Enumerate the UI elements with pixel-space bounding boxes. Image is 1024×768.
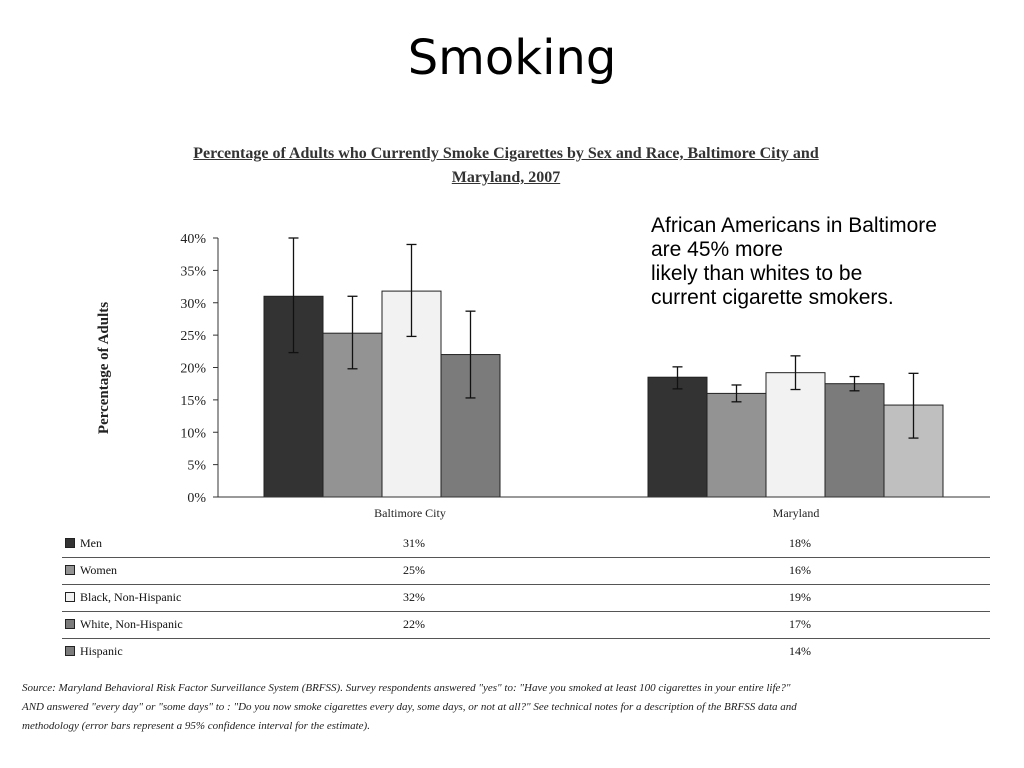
legend-label: Men [80,536,102,550]
x-category-label: Maryland [773,506,820,520]
chart-title: Percentage of Adults who Currently Smoke… [100,142,912,190]
source-line-1: Source: Maryland Behavioral Risk Factor … [22,682,791,694]
bar [824,383,885,498]
table-row: Men 31% 18% [62,531,990,558]
callout-text: African Americans in Baltimore are 45% m… [651,214,1011,310]
table-row: Women 25% 16% [62,558,990,585]
y-tick-label: 25% [180,329,206,344]
legend-label: Hispanic [80,644,123,658]
y-tick-label: 20% [180,362,206,377]
callout-line-3: likely than whites to be [651,262,863,285]
legend-swatch-hispanic [65,646,75,656]
y-tick-label: 10% [180,426,206,441]
legend-label: White, Non-Hispanic [80,617,183,631]
y-tick-label: 15% [180,394,206,409]
y-axis-label: Percentage of Adults [96,302,112,434]
source-line-3: methodology (error bars represent a 95% … [22,720,370,732]
table-cell-maryland: 16% [789,563,811,577]
bars-layer [263,237,944,498]
table-cell-baltimore: 22% [403,617,425,631]
table-cell-baltimore: 32% [403,590,425,604]
slide-title: Smoking [407,30,617,86]
legend-label: Women [80,563,118,577]
bar [647,376,708,498]
axis-layer: 0% 5% 10% 15% 20% 25% 30% 35% 40% Baltimore City M… [180,232,990,520]
legend-swatch-men [65,538,75,548]
table-cell-maryland: 18% [789,536,811,550]
legend-label: Black, Non-Hispanic [80,590,182,604]
y-tick-label: 40% [180,232,206,247]
y-tick-label: 5% [187,459,206,474]
table-row: Hispanic 14% [62,639,990,665]
x-category-label: Baltimore City [374,506,446,520]
table-row: Black, Non-Hispanic 32% 19% [62,585,990,612]
chart-title-line-2: Maryland, 2007 [451,169,561,186]
table-cell-maryland: 14% [789,644,811,658]
callout-line-4: current cigarette smokers. [651,286,894,309]
legend-swatch-white [65,619,75,629]
bar [706,392,767,498]
table-cell-maryland: 17% [789,617,811,631]
table-cell-baltimore: 25% [403,563,425,577]
bar [765,372,826,498]
legend-swatch-women [65,565,75,575]
source-note: Source: Maryland Behavioral Risk Factor … [22,679,1007,736]
table-cell-maryland: 19% [789,590,811,604]
table-cell-baltimore: 31% [403,536,425,550]
y-tick-label: 30% [180,297,206,312]
source-line-2: AND answered "every day" or "some days" … [22,701,797,713]
y-tick-label: 0% [187,491,206,506]
legend-swatch-black [65,592,75,602]
callout-line-2: are 45% more [651,238,783,261]
callout-line-1: African Americans in Baltimore [651,214,937,237]
chart-title-line-1: Percentage of Adults who Currently Smoke… [193,145,819,162]
y-tick-label: 35% [180,264,206,279]
data-table: Men 31% 18% Women 25% 16% Black, Non-His… [62,531,990,665]
table-row: White, Non-Hispanic 22% 17% [62,612,990,639]
